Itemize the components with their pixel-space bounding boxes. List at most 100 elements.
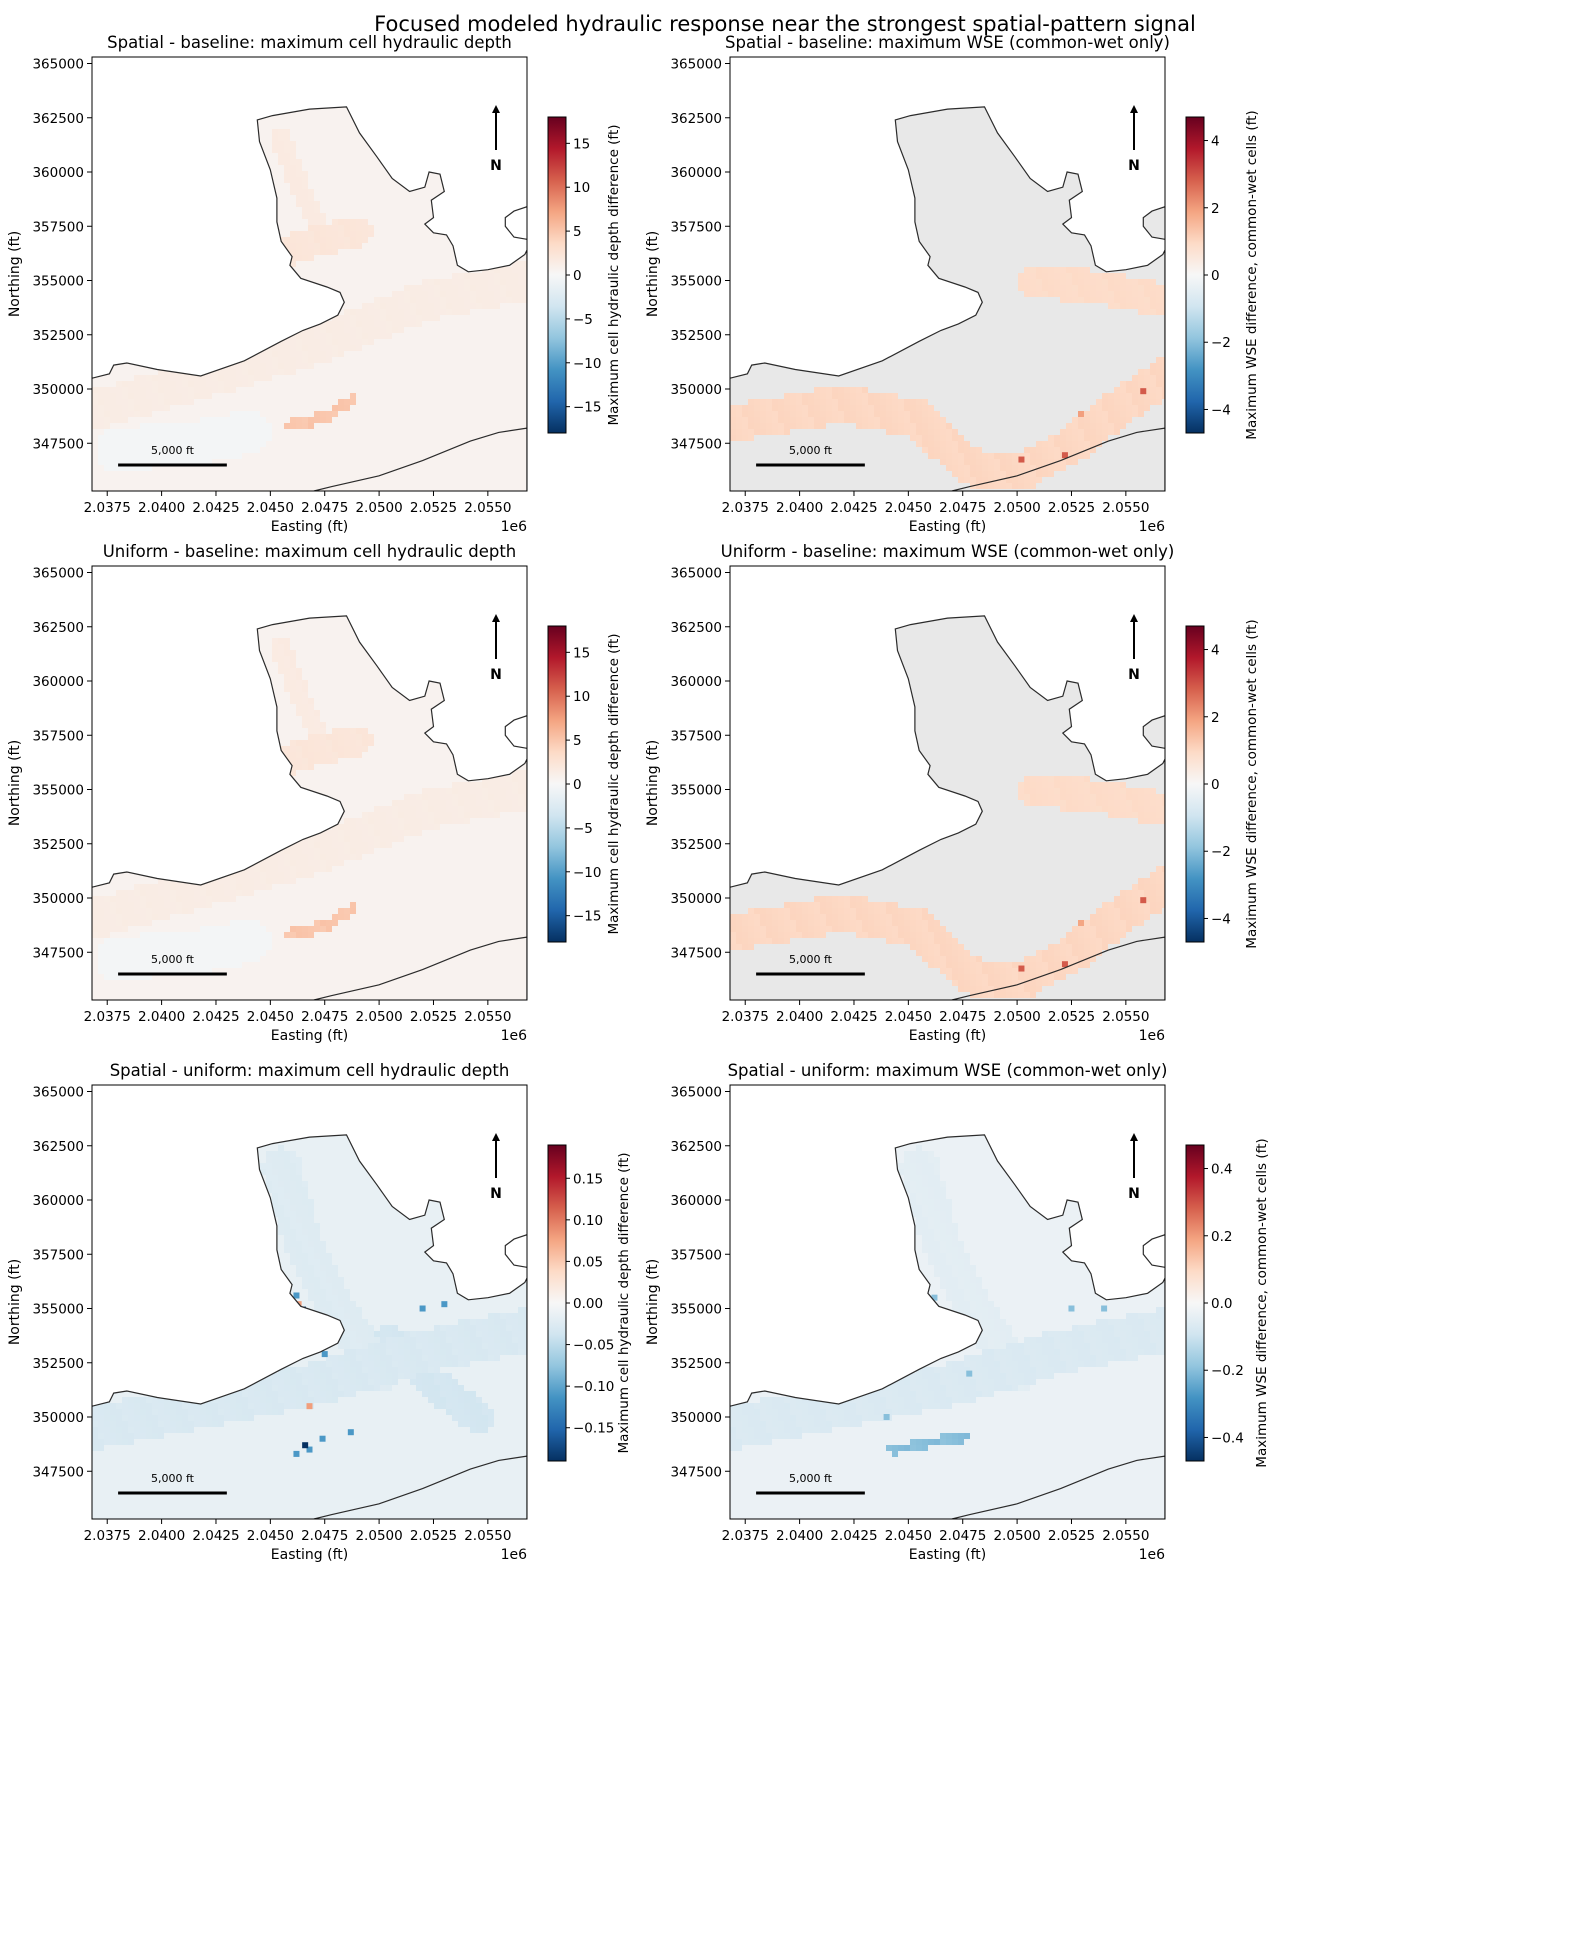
raster-cell [290,327,297,334]
raster-cell [350,93,356,99]
raster-cell [428,69,434,75]
raster-cell [488,303,495,310]
raster-cell [512,303,519,310]
raster-cell [380,267,387,274]
raster-cell [500,231,507,238]
raster-cell [278,165,285,172]
raster-cell [398,123,405,130]
raster-cell [362,279,369,286]
raster-cell [470,369,477,376]
raster-cell [458,57,464,63]
raster-cell [362,285,369,292]
raster-cell [290,393,297,400]
raster-cell [116,129,123,136]
raster-cell [302,351,309,358]
raster-cell [392,243,399,250]
raster-cell [134,411,141,418]
raster-cell [212,219,219,226]
raster-cell [368,447,375,454]
raster-cell [242,303,249,310]
raster-cell [314,57,320,63]
raster-cell [494,243,501,250]
raster-cell [452,411,459,418]
raster-cell [332,243,339,250]
raster-cell [224,357,231,364]
raster-cell [128,201,135,208]
raster-cell [512,297,519,304]
raster-cell [356,261,363,268]
raster-cell [350,106,357,112]
raster-cell [344,321,351,328]
raster-cell [218,429,225,436]
raster-cell [482,207,489,214]
raster-cell [506,327,513,334]
raster-cell [158,357,165,364]
raster-cell [512,195,519,202]
raster-cell [446,459,453,466]
raster-cell [440,267,447,274]
raster-cell [134,171,141,178]
raster-cell [332,315,339,322]
raster-cell [458,255,465,262]
raster-cell [104,339,111,346]
raster-cell [92,63,98,69]
raster-cell [110,417,117,424]
raster-cell [344,249,351,256]
raster-cell [176,279,183,286]
raster-cell [152,327,159,334]
raster-cell [212,255,219,262]
raster-cell [140,351,147,358]
raster-cell [188,231,195,238]
raster-cell [254,237,261,244]
raster-cell [494,207,501,214]
raster-cell [482,339,489,346]
raster-cell [170,153,177,160]
raster-cell [368,297,375,304]
raster-cell [410,273,417,280]
raster-cell [356,405,363,412]
raster-cell [188,135,195,142]
raster-cell [332,183,339,190]
raster-cell [308,243,315,250]
raster-cell [170,345,177,352]
raster-cell [344,159,351,166]
raster-cell [176,363,183,370]
raster-cell [248,111,255,118]
raster-cell [374,63,380,69]
raster-cell [308,267,315,274]
raster-cell [248,411,255,418]
raster-cell [362,243,369,250]
raster-cell [440,243,447,250]
raster-cell [170,327,177,334]
raster-cell [242,465,249,472]
raster-cell [386,207,393,214]
raster-cell [518,87,524,93]
raster-cell [368,219,375,226]
raster-cell [236,165,243,172]
raster-cell [404,333,411,340]
raster-cell [122,399,129,406]
raster-cell [128,435,135,442]
raster-cell [302,75,308,81]
raster-cell [206,93,212,99]
raster-cell [164,345,171,352]
raster-cell [428,75,434,81]
raster-cell [416,315,423,322]
raster-cell [410,57,416,63]
raster-cell [194,57,200,63]
raster-cell [278,309,285,316]
raster-cell [98,435,105,442]
raster-cell [338,195,345,202]
raster-cell [380,171,387,178]
raster-cell [386,345,393,352]
raster-cell [200,106,207,112]
raster-cell [128,465,135,472]
raster-cell [284,195,291,202]
raster-cell [350,393,357,400]
raster-cell [410,411,417,418]
raster-cell [332,393,339,400]
raster-cell [440,327,447,334]
raster-cell [242,243,249,250]
raster-cell [314,201,321,208]
raster-cell [476,195,483,202]
